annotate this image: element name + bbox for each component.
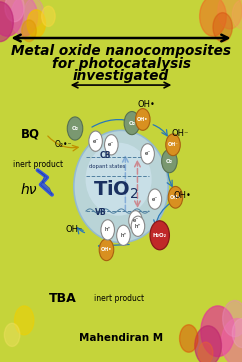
Circle shape — [166, 134, 180, 156]
Circle shape — [148, 189, 162, 209]
Text: h⁺: h⁺ — [120, 233, 127, 238]
Text: O₂: O₂ — [129, 121, 135, 126]
Circle shape — [180, 325, 198, 352]
Text: e⁻: e⁻ — [144, 151, 151, 156]
Text: H₂O₂: H₂O₂ — [153, 233, 167, 238]
Text: OH⁻: OH⁻ — [65, 226, 83, 234]
Circle shape — [24, 0, 44, 27]
Text: TBA: TBA — [48, 292, 76, 305]
Text: CB: CB — [99, 151, 111, 160]
Circle shape — [221, 319, 242, 362]
Text: O₂: O₂ — [72, 126, 78, 131]
Text: O₂: O₂ — [166, 159, 173, 164]
Circle shape — [232, 319, 242, 348]
Circle shape — [150, 221, 169, 250]
Text: VB: VB — [95, 208, 106, 217]
Circle shape — [22, 20, 36, 42]
Circle shape — [223, 300, 242, 337]
Text: OH⁻: OH⁻ — [168, 142, 178, 147]
Circle shape — [117, 225, 130, 245]
Circle shape — [0, 2, 13, 42]
Text: e⁻: e⁻ — [92, 139, 99, 144]
Circle shape — [168, 186, 183, 208]
Text: hν: hν — [21, 183, 37, 197]
Polygon shape — [38, 170, 52, 195]
Circle shape — [201, 306, 235, 357]
Text: OH•: OH• — [137, 101, 155, 109]
Circle shape — [15, 306, 34, 335]
Text: OH•: OH• — [101, 247, 112, 252]
Text: dopant states: dopant states — [90, 164, 126, 169]
Circle shape — [5, 0, 24, 22]
Text: for photocatalysis: for photocatalysis — [52, 57, 190, 71]
Circle shape — [4, 323, 20, 346]
Circle shape — [42, 6, 55, 26]
Circle shape — [89, 131, 102, 151]
Text: e⁻: e⁻ — [108, 142, 114, 147]
Circle shape — [200, 0, 226, 36]
Text: inert product: inert product — [13, 160, 63, 169]
Circle shape — [0, 0, 23, 36]
Text: Metal oxide nanocomposites: Metal oxide nanocomposites — [11, 45, 231, 58]
Circle shape — [99, 239, 114, 261]
Circle shape — [124, 111, 140, 135]
Text: investigated: investigated — [73, 69, 169, 83]
Text: OH•: OH• — [174, 191, 192, 200]
Circle shape — [218, 0, 242, 29]
Circle shape — [213, 13, 232, 42]
Text: h⁺: h⁺ — [105, 227, 111, 232]
Circle shape — [67, 117, 83, 140]
Circle shape — [129, 211, 142, 231]
Circle shape — [198, 342, 213, 362]
Text: e⁻: e⁻ — [152, 197, 158, 202]
Circle shape — [232, 0, 242, 29]
Circle shape — [27, 10, 45, 37]
Circle shape — [195, 326, 221, 362]
Ellipse shape — [86, 143, 151, 216]
Circle shape — [131, 216, 145, 236]
Text: OH⁻: OH⁻ — [172, 130, 189, 138]
Text: e⁻: e⁻ — [132, 218, 139, 223]
Circle shape — [141, 144, 154, 164]
Text: Mahendiran M: Mahendiran M — [79, 333, 163, 344]
Text: TiO$_2$: TiO$_2$ — [93, 179, 139, 201]
Circle shape — [11, 0, 38, 36]
Text: OH•: OH• — [170, 195, 181, 200]
Text: h⁺: h⁺ — [135, 224, 141, 229]
Text: OH•: OH• — [137, 117, 149, 122]
Text: BQ: BQ — [21, 127, 40, 140]
Text: O₂•⁻: O₂•⁻ — [54, 140, 72, 149]
Text: inert product: inert product — [94, 294, 144, 303]
Circle shape — [136, 109, 150, 130]
Circle shape — [101, 220, 114, 240]
Circle shape — [105, 135, 118, 155]
Circle shape — [162, 150, 177, 173]
Ellipse shape — [74, 130, 168, 243]
